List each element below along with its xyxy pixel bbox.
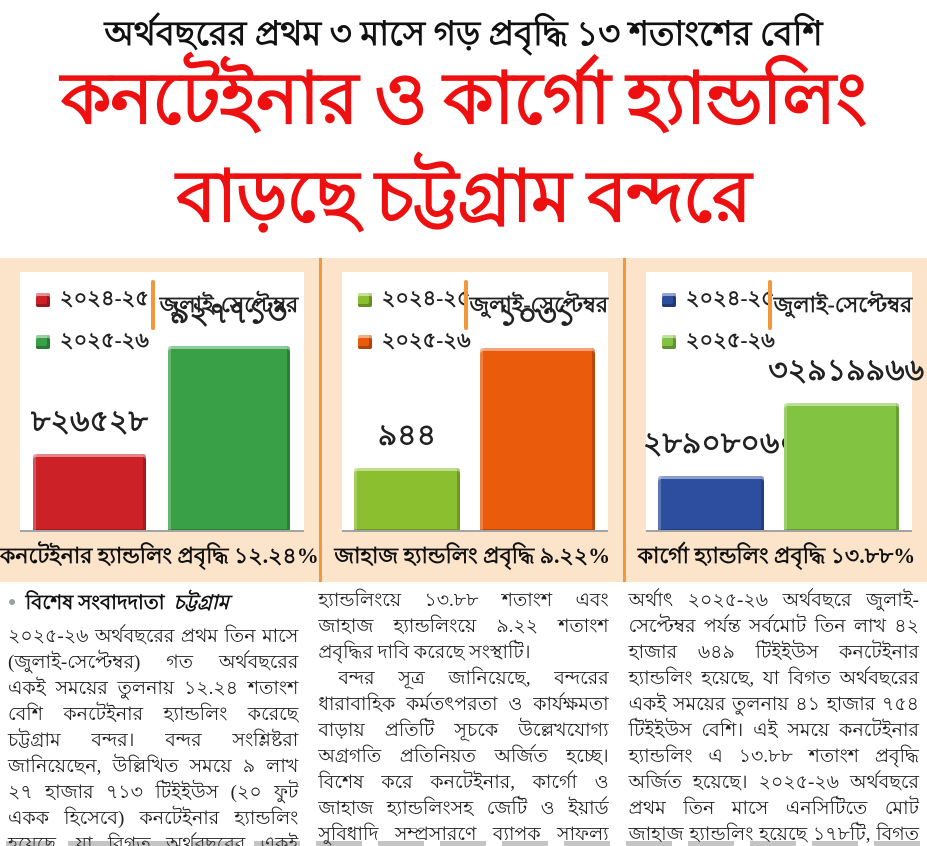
infographic-band: ২০২৪-২৫ ২০২৫-২৬ জুলাই-সেপ্টেম্বর ৮২৬৫২৮ … xyxy=(0,258,927,582)
legend-divider-line xyxy=(150,280,155,330)
bar-value-label: ৮২৬৫২৮ xyxy=(31,405,148,438)
headline-line-1: কনটেইনার ও কার্গো হ্যান্ডলিং xyxy=(61,59,867,139)
bar-2024-25 xyxy=(32,454,147,530)
bar-2025-26 xyxy=(784,403,899,530)
legend-row-2024-25: ২০২৪-২৫ xyxy=(36,282,149,317)
bar-value-label: ৯২৭৭১৩ xyxy=(170,297,287,330)
bar-slot-2024-25: ২৮৯০৮০৬০ xyxy=(643,272,799,530)
legend-row-2025-26: ২০২৫-২৬ xyxy=(36,324,149,359)
legend-row-2024-25: ২০২৪-২৫ xyxy=(661,282,775,317)
chart-legend: ২০২৪-২৫ ২০২৫-২৬ xyxy=(36,282,149,359)
legend-label: ২০২৫-২৬ xyxy=(685,328,775,352)
bar-value-label: ৩২৯১৯৯৬৬ xyxy=(768,354,925,387)
chart-plot-area: ২০২৪-২৫ ২০২৫-২৬ জুলাই-সেপ্টেম্বর ২৮৯০৮০৬… xyxy=(643,272,924,532)
legend-divider-line xyxy=(464,280,469,330)
period-label: জুলাই-সেপ্টেম্বর xyxy=(773,292,913,317)
bar-2024-25 xyxy=(353,468,461,530)
legend-swatch-icon xyxy=(661,292,676,307)
byline-location: চট্টগ্রাম xyxy=(173,592,229,614)
kicker-subheadline: অর্থবছরের প্রথম ৩ মাসে গড় প্রবৃদ্ধি ১৩ … xyxy=(104,16,823,53)
bar-2024-25 xyxy=(657,476,765,530)
chart-panel-container-handling: ২০২৪-২৫ ২০২৫-২৬ জুলাই-সেপ্টেম্বর ৮২৬৫২৮ … xyxy=(0,258,319,582)
legend-label: ২০২৪-২৫ xyxy=(685,286,775,310)
bar-2025-26 xyxy=(167,346,290,530)
legend-swatch-icon xyxy=(36,334,50,349)
legend-label: ২০২৫-২৬ xyxy=(381,328,471,352)
bar-slot-2025-26: ৯২৭৭১৩ xyxy=(167,272,290,530)
bar-slot-2025-26: ১০৩১ xyxy=(480,272,595,530)
bar-slot-2024-25: ৮২৬৫২৮ xyxy=(31,272,148,530)
article-body: ● বিশেষ সংবাদদাতা চট্টগ্রাম ২০২৫-২৬ অর্থ… xyxy=(8,588,919,846)
paragraph: হ্যান্ডলিংয়ে ১৩.৮৮ শতাংশ এবং জাহাজ হ্যা… xyxy=(318,590,609,663)
article-column-3: অর্থাৎ ২০২৫-২৬ অর্থবছরে জুলাই-সেপ্টেম্বর… xyxy=(629,588,919,846)
legend-swatch-icon xyxy=(357,292,372,307)
chart-legend: ২০২৪-২৫ ২০২৫-২৬ xyxy=(357,282,471,359)
bar-value-label: ২৮৯০৮০৬০ xyxy=(642,427,799,460)
legend-row-2025-26: ২০২৫-২৬ xyxy=(357,324,471,359)
byline-reporter: বিশেষ সংবাদদাতা xyxy=(25,592,165,614)
main-headline: কনটেইনার ও কার্গো হ্যান্ডলিং বাড়ছে চট্ট… xyxy=(0,50,927,246)
legend-label: ২০২৪-২৫ xyxy=(60,286,149,310)
cutoff-text-line xyxy=(6,841,921,846)
chart-caption: কার্গো হ্যান্ডলিং প্রবৃদ্ধি ১৩.৮৮% xyxy=(637,542,916,568)
legend-swatch-icon xyxy=(36,292,50,307)
paragraph: বন্দর সূত্র জানিয়েছে, বন্দরের ধারাবাহিক… xyxy=(318,668,609,845)
chart-caption: জাহাজ হ্যান্ডলিং প্রবৃদ্ধি ৯.২২% xyxy=(334,542,611,568)
bar-value-label: ১০৩১ xyxy=(498,299,577,332)
paragraph: অর্থাৎ ২০২৫-২৬ অর্থবছরে জুলাই-সেপ্টেম্বর… xyxy=(628,590,919,845)
chart-plot-area: ২০২৪-২৫ ২০২৫-২৬ জুলাই-সেপ্টেম্বর ৯৪৪ ১০৩… xyxy=(341,272,609,532)
chart-plot-area: ২০২৪-২৫ ২০২৫-২৬ জুলাই-সেপ্টেম্বর ৮২৬৫২৮ … xyxy=(20,272,304,532)
bar-value-label: ৯৪৪ xyxy=(377,419,437,452)
legend-label: ২০২৫-২৬ xyxy=(60,328,149,352)
legend-divider-line xyxy=(768,280,773,330)
paragraph: ২০২৫-২৬ অর্থবছরের প্রথম তিন মাসে (জুলাই-… xyxy=(8,626,299,846)
period-label: জুলাই-সেপ্টেম্বর xyxy=(469,292,609,317)
byline-bullet-icon: ● xyxy=(8,595,17,610)
chart-caption: কনটেইনার হ্যান্ডলিং প্রবৃদ্ধি ১২.২৪% xyxy=(0,542,319,568)
period-label: জুলাই-সেপ্টেম্বর xyxy=(159,292,299,317)
byline: ● বিশেষ সংবাদদাতা চট্টগ্রাম xyxy=(8,590,298,616)
bar-2025-26 xyxy=(480,348,595,530)
legend-label: ২০২৪-২৫ xyxy=(381,286,471,310)
legend-swatch-icon xyxy=(661,334,676,349)
chart-panel-cargo-handling: ২০২৪-২৫ ২০২৫-২৬ জুলাই-সেপ্টেম্বর ২৮৯০৮০৬… xyxy=(622,258,927,582)
headline-line-2: বাড়ছে চট্টগ্রাম বন্দরে xyxy=(176,157,751,237)
legend-row-2024-25: ২০২৪-২৫ xyxy=(357,282,471,317)
bar-slot-2025-26: ৩২৯১৯৯৬৬ xyxy=(768,272,924,530)
article-column-1: ● বিশেষ সংবাদদাতা চট্টগ্রাম ২০২৫-২৬ অর্থ… xyxy=(8,588,298,846)
bar-slot-2024-25: ৯৪৪ xyxy=(353,272,461,530)
legend-swatch-icon xyxy=(357,334,372,349)
chart-panel-ship-handling: ২০২৪-২৫ ২০২৫-২৬ জুলাই-সেপ্টেম্বর ৯৪৪ ১০৩… xyxy=(318,258,623,582)
chart-legend: ২০২৪-২৫ ২০২৫-২৬ xyxy=(661,282,775,359)
article-column-2: হ্যান্ডলিংয়ে ১৩.৮৮ শতাংশ এবং জাহাজ হ্যা… xyxy=(318,588,608,846)
legend-row-2025-26: ২০২৫-২৬ xyxy=(661,324,775,359)
